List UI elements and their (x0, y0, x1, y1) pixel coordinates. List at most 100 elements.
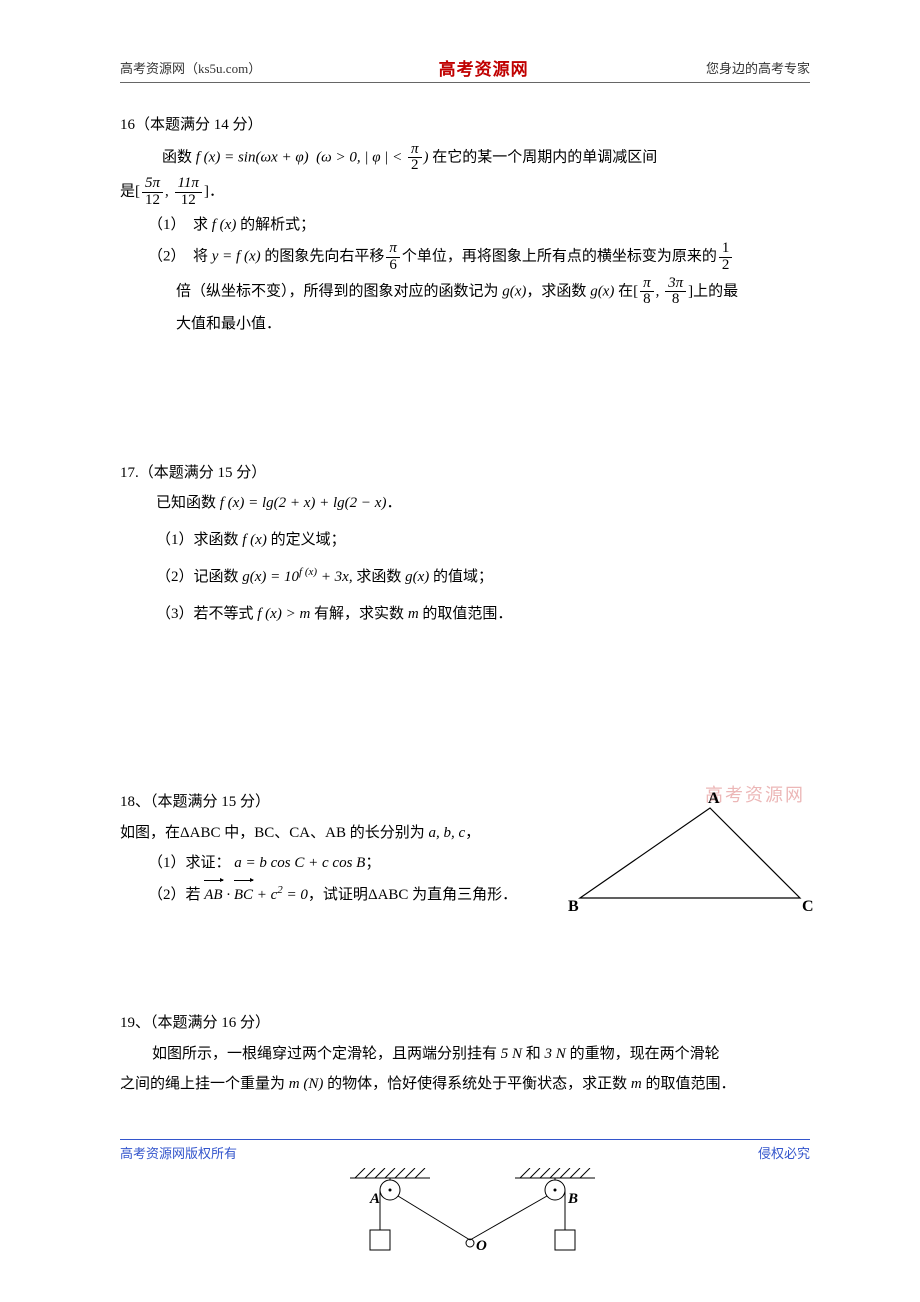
eq0: = 0 (283, 887, 308, 903)
five-pi-12: 5π12 (142, 176, 163, 209)
q16-intro-d: ． (209, 184, 224, 200)
q17-p2b: 求函数 (356, 569, 401, 585)
q17-p3c: 的取值范围． (422, 606, 512, 622)
question-16: 16（本题满分 14 分） 函数 f (x) = sin(ωx + φ) (ω … (120, 111, 810, 339)
q16-points: （本题满分 14 分） (135, 117, 263, 133)
q17-points: （本题满分 15 分） (139, 465, 267, 481)
mN: m (N) (289, 1076, 324, 1092)
dot: · (223, 887, 234, 903)
q18-p1b: ； (365, 855, 380, 871)
question-19: 19、（本题满分 16 分） 如图所示，一根绳穿过两个定滑轮，且两端分别挂有 5… (120, 1009, 810, 1099)
q17-number: 17. (120, 465, 139, 481)
q17-p3a: （3）若不等式 (156, 606, 254, 622)
m-1: m (408, 606, 419, 622)
gx-sup: f (x) (299, 566, 317, 578)
svg-text:B: B (567, 1191, 578, 1207)
q18-p2b: ，试证明 (308, 887, 368, 903)
q16-intro-a: 函数 (162, 149, 196, 165)
q18-points: （本题满分 15 分） (150, 794, 270, 810)
plus3x: + 3x, (317, 569, 353, 585)
q16-p1b: 的解析式； (240, 217, 315, 233)
triangle-svg: A B C (550, 783, 830, 923)
q16-cond: (ω > 0, | φ | < (316, 149, 402, 165)
gx-1: g(x) (502, 283, 526, 299)
q19-l2b: 的物体，恰好使得系统处于平衡状态，求正数 (327, 1076, 627, 1092)
fx-gt-m: f (x) > m (257, 606, 310, 622)
yfx: y = f (x) (212, 249, 261, 265)
q16-p2h: 大值和最小值． (176, 316, 281, 332)
fx-1: f (x) (212, 217, 237, 233)
delta-1: Δ (180, 825, 190, 841)
fiveN: 5 N (501, 1046, 522, 1062)
q18-number: 18、 (120, 794, 150, 810)
threeN: 3 N (545, 1046, 566, 1062)
q17-p3b: 有解，求实数 (314, 606, 404, 622)
vec-ab: AB (204, 881, 222, 910)
q16-p2g: 上的最 (693, 283, 738, 299)
delta-2: Δ (368, 887, 378, 903)
q17-lg: f (x) = lg(2 + x) + lg(2 − x) (220, 495, 387, 511)
q16-p2a: （2） 将 (148, 249, 208, 265)
gx-expr: g(x) = 10 (242, 569, 299, 585)
footer-right: 侵权必究 (758, 1143, 810, 1162)
q19-number: 19、 (120, 1015, 150, 1031)
fx-2: f (x) (242, 532, 267, 548)
proof1: a = b cos C + c cos B (234, 855, 365, 871)
three-pi-8: 3π8 (665, 276, 686, 309)
page-footer: 高考资源网版权所有 侵权必究 (120, 1139, 810, 1162)
pi-over-2: π2 (408, 142, 422, 175)
footer-left: 高考资源网版权所有 (120, 1143, 237, 1162)
q18-p1a: （1）求证： (148, 855, 231, 871)
eleven-pi-12: 11π12 (175, 176, 202, 209)
page-header: 高考资源网（ks5u.com） 高考资源网 您身边的高考专家 (120, 55, 810, 83)
triangle-figure: A B C (550, 783, 830, 923)
q18-intro-b: ABC 中，BC、CA、AB 的长分别为 (190, 825, 425, 841)
q17-p1a: （1）求函数 (156, 532, 242, 548)
pi-over-6: π6 (386, 241, 400, 274)
q19-l2a: 之间的绳上挂一个重量为 (120, 1076, 285, 1092)
vec-bc: BC (234, 881, 253, 910)
q16-intro-b: 在它的某一个周期内的单调减区间 (432, 149, 657, 165)
q16-p2c: 个单位，再将图象上所有点的横坐标变为原来的 (402, 249, 717, 265)
q16-fx-eq: f (x) = sin(ωx + φ) (196, 149, 309, 165)
header-left: 高考资源网（ks5u.com） (120, 58, 261, 77)
q19-l1b: 和 (526, 1046, 541, 1062)
q18-p2c: ABC 为直角三角形． (378, 887, 518, 903)
svg-text:A: A (369, 1191, 380, 1207)
label-c: C (802, 898, 814, 915)
q16-intro-c: 是 (120, 184, 135, 200)
q19-l1c: 的重物，现在两个滑轮 (570, 1046, 720, 1062)
q18-intro-c: ， (465, 825, 480, 841)
pulley-figure: A B O (310, 1168, 620, 1263)
q17-intro-a: 已知函数 (156, 495, 216, 511)
q16-number: 16 (120, 117, 135, 133)
close-paren: ) (424, 149, 429, 165)
m-2: m (631, 1076, 642, 1092)
q19-l1a: 如图所示，一根绳穿过两个定滑轮，且两端分别挂有 (152, 1046, 497, 1062)
q16-p2f: 在 (618, 283, 633, 299)
content-body: 16（本题满分 14 分） 函数 f (x) = sin(ωx + φ) (ω … (120, 111, 810, 1099)
gx-2: g(x) (590, 283, 614, 299)
q17-p1b: 的定义域； (271, 532, 346, 548)
label-b: B (568, 898, 579, 915)
question-17: 17.（本题满分 15 分） 已知函数 f (x) = lg(2 + x) + … (120, 459, 810, 629)
q17-intro-b: ． (386, 495, 401, 511)
q19-l2c: 的取值范围． (645, 1076, 735, 1092)
one-half: 12 (719, 241, 733, 274)
header-right: 您身边的高考专家 (706, 58, 810, 77)
abc: a, b, c (428, 825, 465, 841)
q18-p2a: （2）若 (148, 887, 201, 903)
q16-p2b: 的图象先向右平移 (264, 249, 384, 265)
gx-3: g(x) (405, 569, 429, 585)
pi-over-8: π8 (640, 276, 654, 309)
q16-p2d: 倍（纵坐标不变），所得到的图象对应的函数记为 (176, 283, 499, 299)
label-a: A (708, 790, 720, 807)
pulley-svg: A B O (310, 1168, 620, 1258)
q16-p1: （1） 求 (148, 217, 208, 233)
plus-c2: + c (253, 887, 277, 903)
q17-p2a: （2）记函数 (156, 569, 239, 585)
question-18: 高考资源网 A B C 18、（本题满分 15 分） 如图，在ΔABC 中，BC… (120, 788, 810, 909)
svg-text:O: O (476, 1238, 487, 1254)
q19-points: （本题满分 16 分） (150, 1015, 270, 1031)
header-center: 高考资源网 (439, 55, 529, 80)
